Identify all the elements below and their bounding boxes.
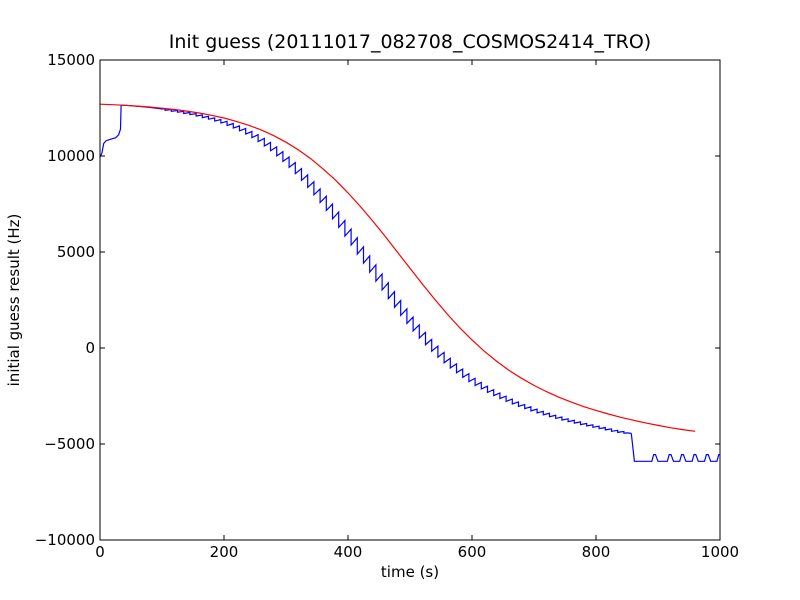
plot-area xyxy=(100,60,720,540)
series-layer xyxy=(100,103,720,462)
x-tick-label: 200 xyxy=(210,543,239,561)
x-axis-label: time (s) xyxy=(381,563,439,581)
y-axis-label: initial guess result (Hz) xyxy=(5,214,23,387)
y-tick-label: −10000 xyxy=(35,531,95,549)
x-tick-label: 800 xyxy=(582,543,611,561)
plot-frame xyxy=(99,59,721,541)
y-tick-label: 0 xyxy=(85,339,95,357)
x-tick-label: 600 xyxy=(458,543,487,561)
ticks-layer: 0 200 400 600 800 1000 −10000 −5000 0 5000 10000 15… xyxy=(35,51,739,561)
chart-title: Init guess (20111017_082708_COSMOS2414_T… xyxy=(169,31,651,53)
x-tick-label: 400 xyxy=(334,543,363,561)
y-tick-label: 10000 xyxy=(47,147,95,165)
y-tick-label: 5000 xyxy=(57,243,95,261)
series-line-0 xyxy=(100,104,632,434)
x-tick-label: 1000 xyxy=(701,543,739,561)
series-line-2 xyxy=(100,103,696,432)
y-tick-label: 15000 xyxy=(47,51,95,69)
series-line-1 xyxy=(630,433,720,462)
y-tick-label: −5000 xyxy=(44,435,95,453)
x-tick-label: 0 xyxy=(95,543,105,561)
